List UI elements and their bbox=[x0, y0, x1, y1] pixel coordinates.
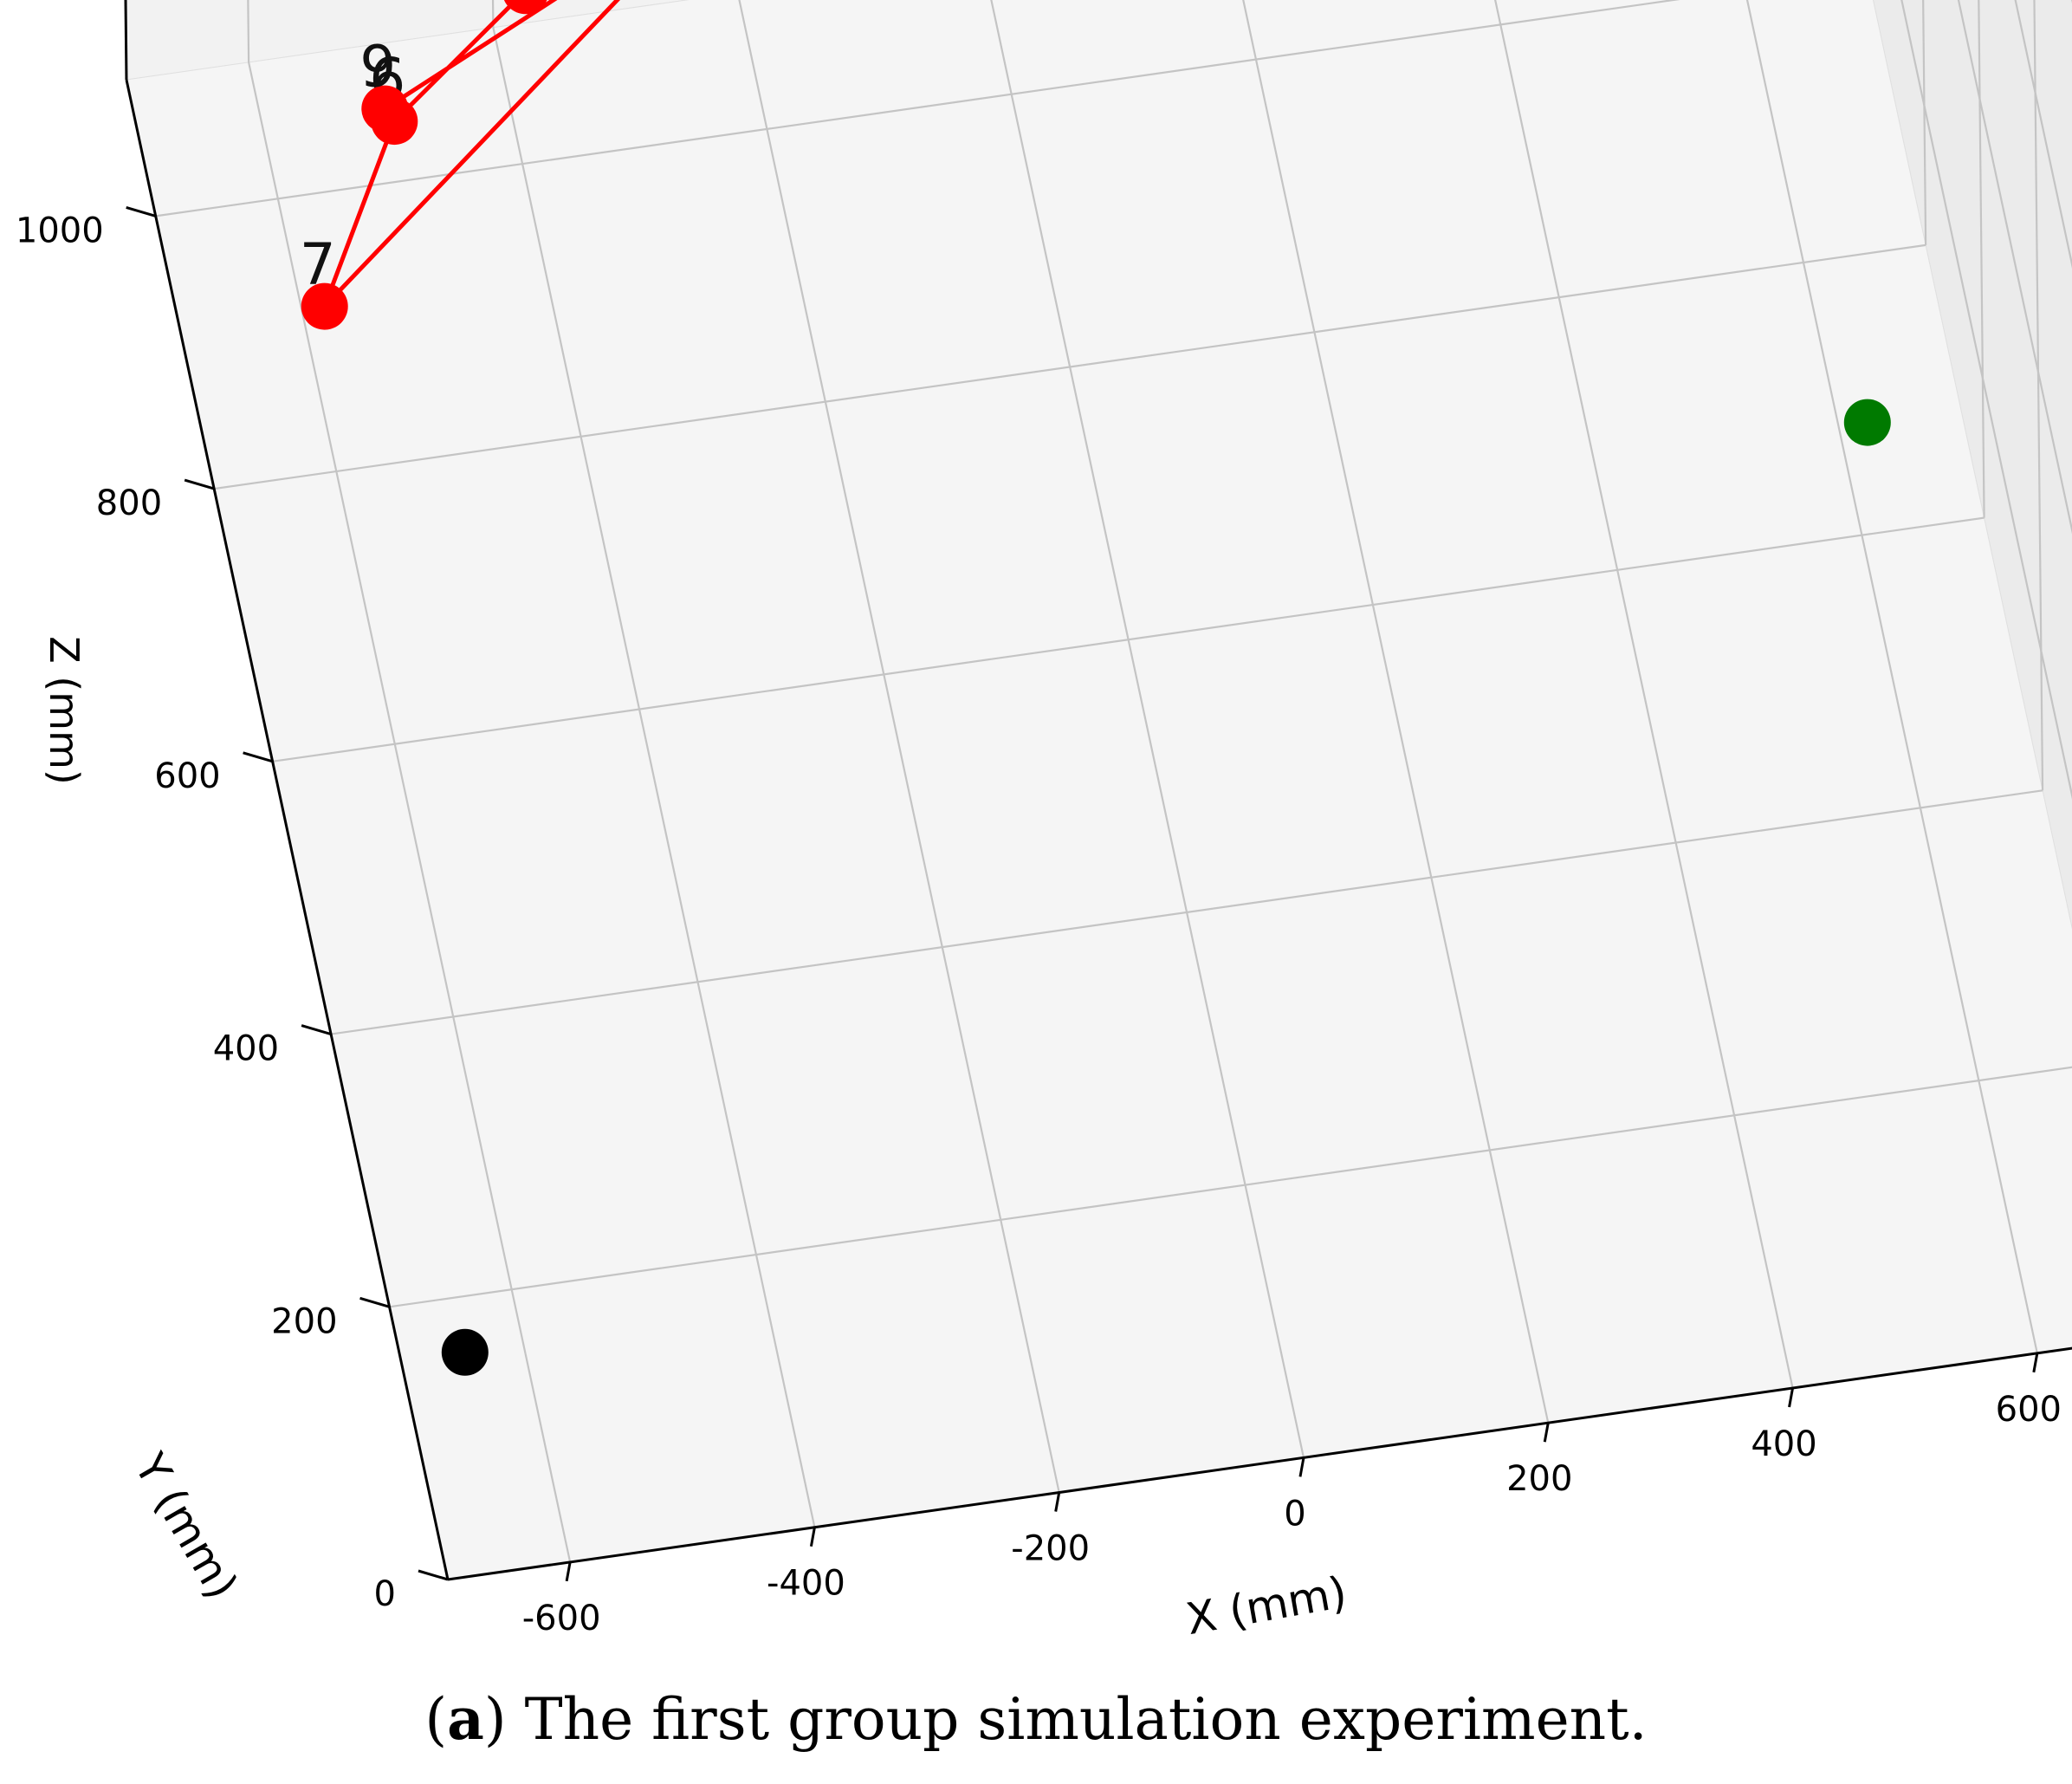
y-tick-label: 1000 bbox=[16, 211, 104, 250]
y-tick bbox=[418, 1569, 449, 1581]
x-tick-label: 0 bbox=[1284, 1494, 1305, 1534]
x-tick bbox=[565, 1561, 572, 1582]
gridline-x-floor bbox=[1494, 0, 1794, 1389]
gridline-x-floor bbox=[738, 0, 1060, 1493]
gridline-z-side bbox=[1957, 0, 2072, 535]
x-tick bbox=[2032, 1353, 2039, 1373]
y-tick bbox=[301, 1024, 332, 1035]
x-tick-label: -600 bbox=[522, 1599, 601, 1638]
x-tick-label: -400 bbox=[767, 1564, 845, 1604]
red-path-point bbox=[503, 0, 547, 15]
data-marks: 1234567891234567 bbox=[300, 0, 1891, 1376]
y-tick bbox=[126, 205, 157, 217]
tick-labels: -600-400-2000200400600020040060080010002… bbox=[16, 211, 2062, 1638]
gridline-y-floor bbox=[389, 1066, 2072, 1308]
gridline-z-side bbox=[1900, 0, 2072, 800]
red-path-point bbox=[361, 85, 409, 133]
x-tick-label: 600 bbox=[1996, 1390, 2062, 1430]
y-tick-label: 200 bbox=[271, 1301, 337, 1341]
y-axis-label: Y (mm) bbox=[124, 1444, 247, 1607]
red-path-label: 7 bbox=[300, 231, 336, 298]
y-tick-label: 400 bbox=[213, 1029, 279, 1069]
x-axis-label: X (mm) bbox=[1182, 1567, 1350, 1645]
caption-letter: a bbox=[447, 1685, 484, 1753]
gridline-y-side bbox=[1922, 0, 1927, 245]
y-axis-line bbox=[125, 79, 450, 1580]
y-tick bbox=[243, 751, 274, 763]
gridline-y-floor bbox=[330, 789, 2043, 1035]
y-tick-label: 800 bbox=[96, 483, 162, 523]
gridline-y-side bbox=[1978, 0, 1985, 518]
y-tick bbox=[359, 1296, 390, 1308]
x-tick bbox=[1054, 1492, 1061, 1512]
floor-pane bbox=[126, 0, 2072, 1580]
z-axis-label: Z (mm) bbox=[41, 636, 87, 785]
x-tick bbox=[1788, 1387, 1795, 1408]
gridline-x-floor bbox=[492, 27, 816, 1528]
red-path-line bbox=[322, 0, 620, 309]
red-path-label: 9 bbox=[359, 34, 396, 101]
x-tick-label: -200 bbox=[1011, 1529, 1090, 1569]
gridline-y-floor bbox=[272, 516, 1985, 762]
figure-caption: (a) The first group simulation experimen… bbox=[424, 1685, 1648, 1753]
gridline-y-side bbox=[2033, 0, 2044, 791]
x-tick bbox=[809, 1527, 816, 1547]
black-points-point bbox=[441, 1328, 489, 1376]
caption-text: The first group simulation experiment. bbox=[506, 1686, 1648, 1753]
gridline-y-floor bbox=[155, 0, 1680, 217]
y-tick bbox=[184, 478, 215, 490]
green-points-point bbox=[1843, 399, 1891, 446]
x-tick-label: 200 bbox=[1506, 1459, 1572, 1499]
axis-lines bbox=[124, 0, 2072, 1582]
axis-panes bbox=[125, 0, 2072, 1580]
gridline-x-floor bbox=[1745, 0, 2038, 1354]
x-tick bbox=[1543, 1422, 1550, 1443]
x-tick-label: 400 bbox=[1751, 1424, 1816, 1464]
gridline-x-floor bbox=[1242, 0, 1550, 1424]
gridline-x-floor bbox=[990, 0, 1305, 1458]
gridline-y-floor bbox=[214, 243, 1926, 490]
y-tick-label: 0 bbox=[374, 1574, 396, 1614]
red-path-point bbox=[301, 282, 348, 330]
y-tick-label: 600 bbox=[154, 756, 220, 796]
z-axis-line bbox=[124, 0, 128, 81]
x-tick bbox=[1298, 1457, 1305, 1477]
